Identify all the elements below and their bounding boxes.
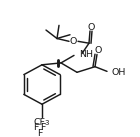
Text: O: O xyxy=(87,23,95,32)
Text: NH: NH xyxy=(79,50,93,59)
Text: F: F xyxy=(40,123,46,132)
Text: OH: OH xyxy=(112,68,126,77)
Text: O: O xyxy=(94,46,102,55)
Text: CF: CF xyxy=(33,118,45,127)
Text: F: F xyxy=(33,123,39,132)
Text: F: F xyxy=(37,129,43,137)
Text: O: O xyxy=(69,37,77,46)
Text: 3: 3 xyxy=(45,120,49,126)
